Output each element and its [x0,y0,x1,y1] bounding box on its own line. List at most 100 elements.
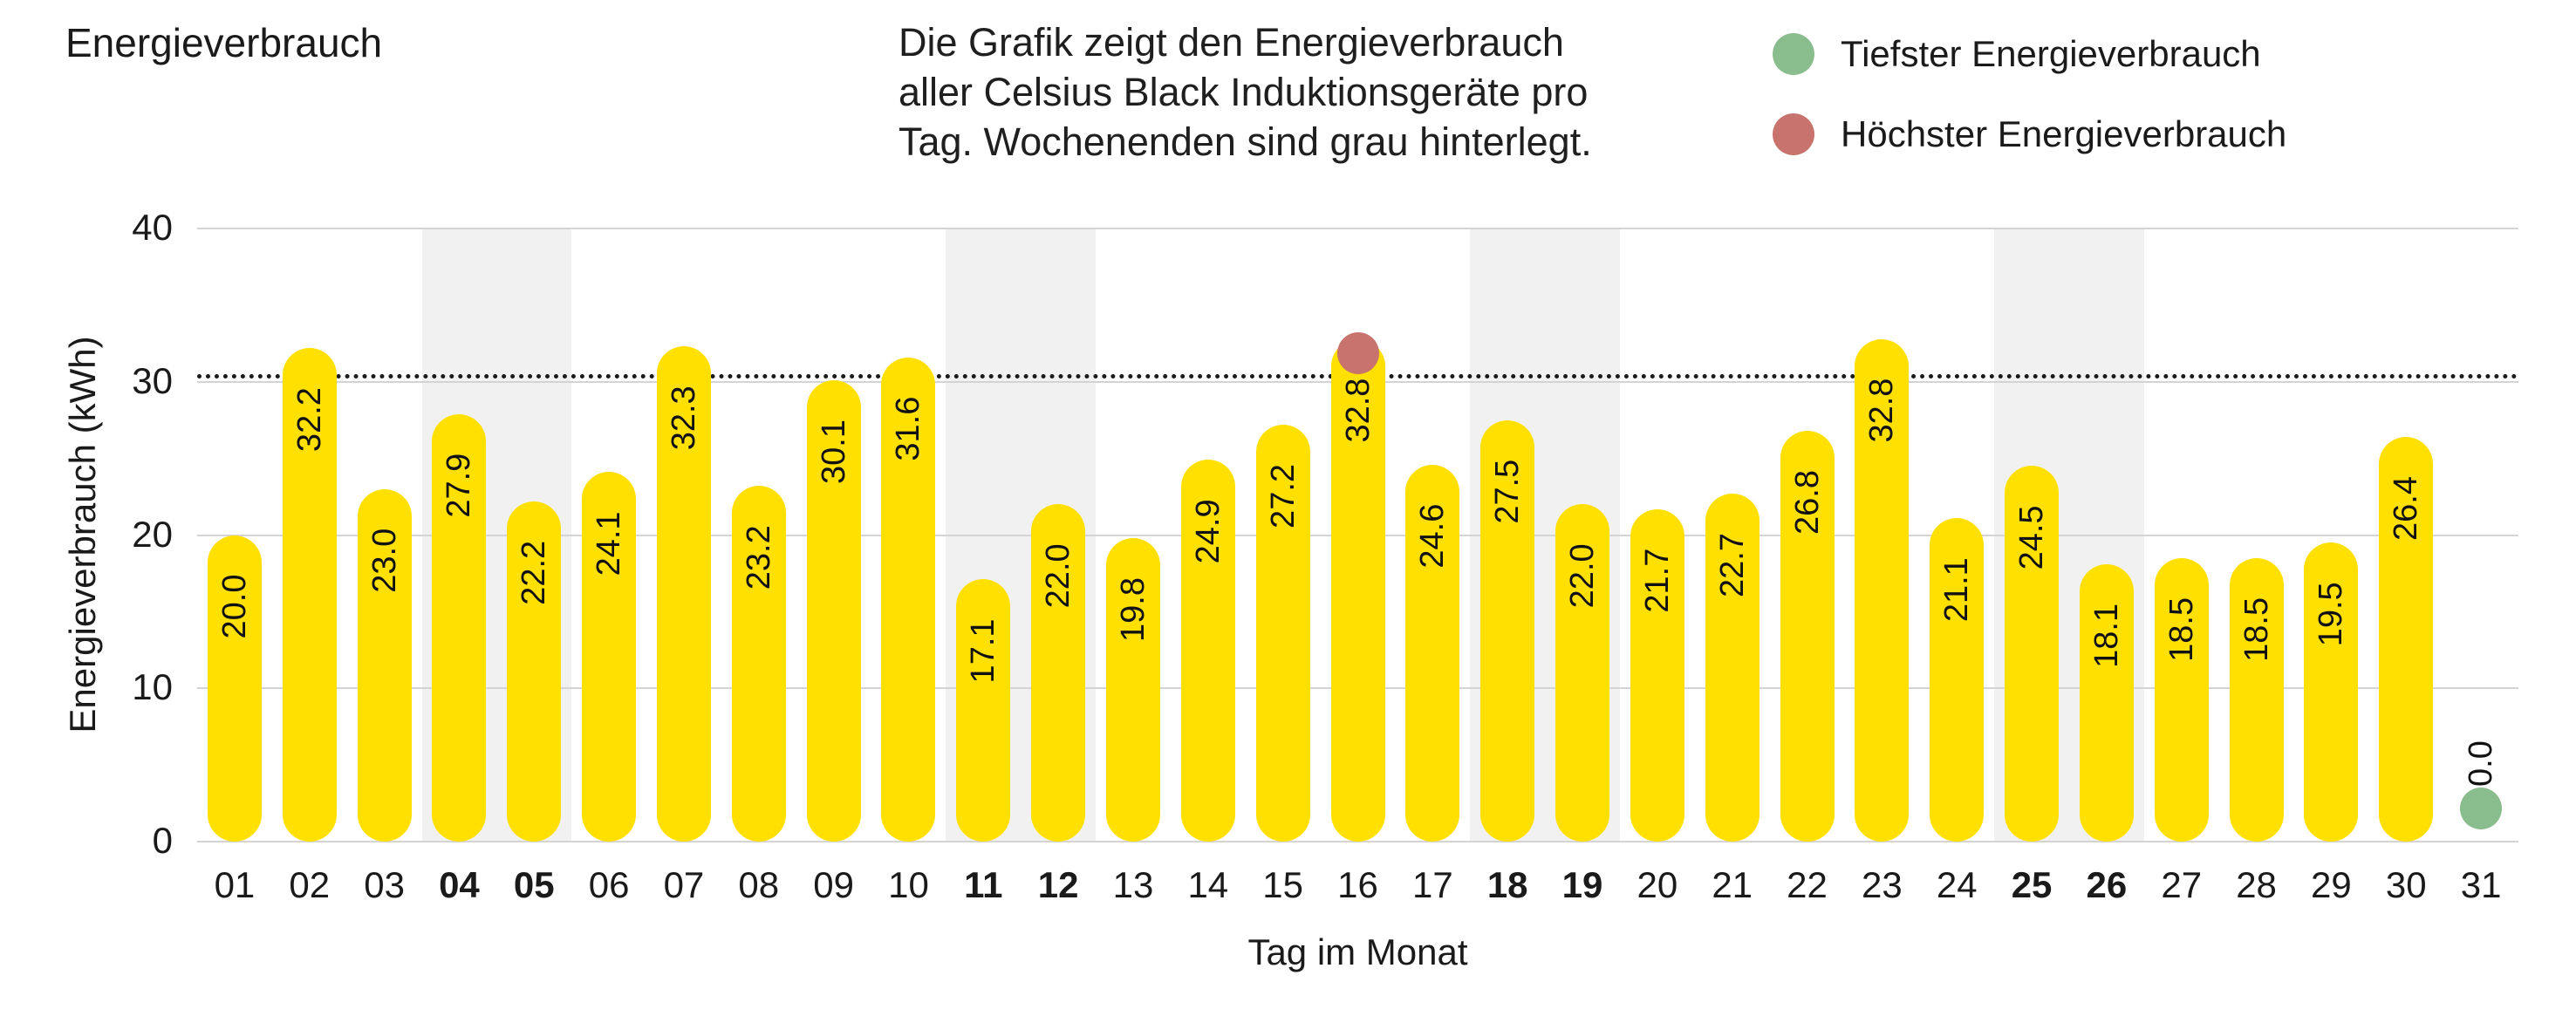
bar-day-08 [731,486,786,842]
legend-label-lowest: Tiefster Energieverbrauch [1841,33,2261,74]
bar-value-label: 18.5 [2238,597,2275,662]
bar-day-14 [1180,460,1235,842]
bar-day-13 [1105,538,1160,842]
x-tick-label: 19 [1561,864,1603,905]
bar-value-label: 17.1 [965,618,1002,684]
bar-value-label: 26.4 [2388,476,2425,541]
bar-value-label: 32.2 [290,387,328,453]
bar-value-label: 24.6 [1414,503,1452,569]
plot-area: 0 10 20 30 40 01 20.0 02 32.2 03 23.0 04 27.9 05 22.2 0… [132,207,2518,905]
bar-value-label: 26.8 [1788,470,1826,535]
bar-day-16 [1330,338,1385,842]
bar-value-label: 27.2 [1264,463,1302,529]
bar-day-20 [1630,508,1684,842]
bar-day-11 [956,579,1011,842]
x-tick-label: 04 [439,864,480,905]
bar-day-09 [806,380,861,842]
bar-day-19 [1555,504,1610,842]
description-line-2: aller Celsius Black Induktionsgeräte pro [899,70,1589,114]
bar-value-label: 27.9 [441,453,478,518]
x-tick-label: 17 [1411,864,1453,905]
x-tick-label: 10 [888,864,929,905]
x-tick-label: 02 [289,864,331,905]
min-value-label: 0.0 [2463,740,2500,787]
x-tick-label: 24 [1936,864,1978,905]
bar-value-label: 20.0 [215,574,253,639]
bar-day-10 [881,357,936,842]
bar-value-label: 24.9 [1189,499,1227,564]
x-tick-label: 22 [1787,864,1828,905]
bar-value-label: 22.7 [1713,533,1751,598]
bar-value-label: 32.3 [665,385,702,451]
x-tick-label: 18 [1486,864,1528,905]
bar-day-06 [582,472,637,842]
bar-day-26 [2079,563,2134,842]
bar-day-21 [1705,494,1759,842]
bar-day-27 [2154,557,2209,842]
lowest-consumption-dot-icon [1773,33,1814,75]
bar-day-18 [1480,419,1535,842]
chart-description: Die Grafik zeigt den Energieverbrauch al… [899,17,1592,167]
bar-value-label: 22.0 [1564,543,1602,609]
x-tick-label: 14 [1187,864,1229,905]
bar-day-24 [1930,518,1985,842]
bar-value-label: 23.2 [740,525,777,590]
x-tick-label: 31 [2460,864,2502,905]
bar-value-label: 21.1 [1938,557,1976,623]
highest-consumption-dot-icon [1773,113,1814,155]
bar-day-03 [357,488,412,842]
legend-item-lowest: Tiefster Energieverbrauch [1773,33,2286,75]
bar-value-label: 22.2 [516,540,553,605]
bar-day-01 [207,535,262,842]
bar-day-17 [1405,464,1460,842]
x-tick-label: 09 [813,864,854,905]
description-line-3: Tag. Wochenenden sind grau hinterlegt. [899,119,1592,164]
y-tick-label: 20 [132,513,173,555]
x-tick-label: 11 [964,864,1003,905]
x-axis-title: Tag im Monat [1247,931,1468,972]
bar-day-12 [1031,504,1086,842]
legend-item-highest: Höchster Energieverbrauch [1773,113,2286,155]
bar-value-label: 23.0 [366,528,403,593]
x-tick-label: 05 [513,864,555,905]
bar-day-30 [2379,437,2434,842]
bar-day-29 [2304,542,2359,842]
bar-value-label: 19.8 [1114,577,1151,642]
bar-value-label: 18.1 [2087,603,2125,668]
y-tick-label: 30 [132,359,173,401]
bar-day-15 [1255,424,1310,842]
bar-value-label: 22.0 [1040,543,1077,609]
x-tick-label: 12 [1037,864,1079,905]
bar-day-23 [1855,338,1910,842]
x-tick-label: 01 [214,864,256,905]
x-tick-label: 28 [2236,864,2277,905]
bar-day-02 [282,348,337,842]
y-tick-label: 10 [132,666,173,708]
gridline [197,228,2518,229]
y-tick-label: 0 [152,820,173,861]
bar-value-label: 21.7 [1638,548,1676,613]
bar-day-07 [656,346,711,842]
bar-day-28 [2229,557,2284,842]
x-tick-label: 03 [364,864,405,905]
x-tick-label: 13 [1112,864,1154,905]
min-marker-dot [2460,788,2503,829]
max-marker-dot [1336,331,1379,374]
x-tick-label: 26 [2086,864,2128,905]
x-tick-label: 08 [738,864,780,905]
gridline [197,841,2518,842]
bar-day-25 [2005,466,2060,842]
x-tick-label: 07 [663,864,705,905]
bar-value-label: 32.8 [1863,378,1901,443]
bar-value-label: 24.5 [2013,505,2051,570]
bar-day-05 [507,501,562,842]
x-tick-label: 23 [1862,864,1903,905]
x-tick-label: 21 [1712,864,1753,905]
legend-label-highest: Höchster Energieverbrauch [1841,113,2287,154]
x-tick-label: 25 [2011,864,2053,905]
chart-legend: Tiefster Energieverbrauch Höchster Energ… [1773,33,2286,155]
bar-value-label: 27.5 [1489,459,1527,524]
x-tick-label: 06 [588,864,630,905]
x-tick-label: 20 [1636,864,1678,905]
bar-value-label: 24.1 [591,511,628,576]
